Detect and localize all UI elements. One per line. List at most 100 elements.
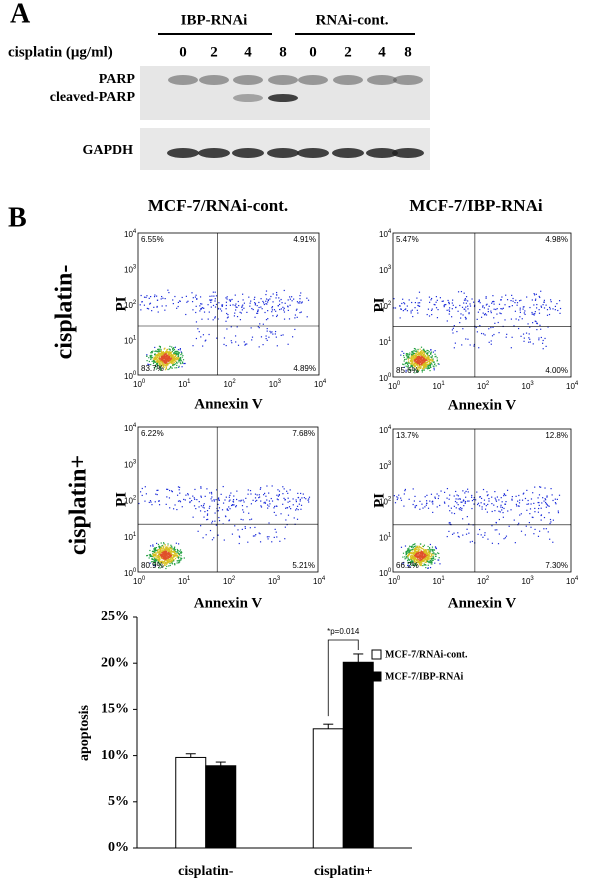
event-dot	[233, 504, 234, 505]
event-dot	[425, 559, 426, 560]
event-dot	[213, 499, 214, 500]
event-dot	[522, 309, 523, 310]
event-dot	[437, 552, 438, 553]
event-dot	[422, 356, 423, 357]
event-dot	[414, 558, 415, 559]
event-dot	[471, 298, 472, 299]
event-dot	[180, 357, 181, 358]
event-dot	[161, 353, 162, 354]
event-dot	[451, 508, 452, 509]
event-dot	[532, 492, 533, 493]
event-dot	[452, 302, 453, 303]
event-dot	[301, 497, 302, 498]
event-dot	[482, 506, 483, 507]
event-dot	[165, 555, 166, 556]
event-dot	[430, 354, 431, 355]
event-dot	[214, 512, 215, 513]
event-dot	[519, 502, 520, 503]
event-dot	[167, 559, 168, 560]
band	[297, 148, 329, 158]
event-dot	[241, 519, 242, 520]
event-dot	[290, 489, 291, 490]
event-dot	[173, 355, 174, 356]
panel-label: A	[10, 0, 31, 29]
dose-label: 8	[404, 44, 412, 60]
event-dot	[250, 493, 251, 494]
event-dot	[439, 563, 440, 564]
event-dot	[178, 353, 179, 354]
event-dot	[552, 308, 553, 309]
event-dot	[195, 508, 196, 509]
band	[332, 148, 364, 158]
event-dot	[456, 331, 457, 332]
event-dot	[268, 506, 269, 507]
event-dot	[212, 539, 213, 540]
event-dot	[154, 347, 155, 348]
event-dot	[486, 298, 487, 299]
event-dot	[168, 355, 169, 356]
event-dot	[486, 296, 487, 297]
event-dot	[455, 307, 456, 308]
event-dot	[431, 351, 432, 352]
event-dot	[528, 503, 529, 504]
event-dot	[539, 309, 540, 310]
event-dot	[549, 314, 550, 315]
event-dot	[529, 513, 530, 514]
event-dot	[494, 491, 495, 492]
event-dot	[541, 337, 542, 338]
event-dot	[283, 498, 284, 499]
event-dot	[229, 299, 230, 300]
event-dot	[539, 494, 540, 495]
event-dot	[431, 562, 432, 563]
event-dot	[465, 338, 466, 339]
event-dot	[438, 363, 439, 364]
event-dot	[491, 312, 492, 313]
event-dot	[463, 302, 464, 303]
event-dot	[484, 334, 485, 335]
event-dot	[511, 499, 512, 500]
event-dot	[235, 305, 236, 306]
event-dot	[181, 360, 182, 361]
event-dot	[275, 311, 276, 312]
event-dot	[212, 521, 213, 522]
event-dot	[437, 360, 438, 361]
event-dot	[284, 308, 285, 309]
event-dot	[498, 543, 499, 544]
event-dot	[492, 295, 493, 296]
event-dot	[447, 310, 448, 311]
event-dot	[501, 497, 502, 498]
event-dot	[464, 293, 465, 294]
event-dot	[144, 297, 145, 298]
event-dot	[296, 508, 297, 509]
event-dot	[419, 549, 420, 550]
event-dot	[532, 314, 533, 315]
event-dot	[497, 496, 498, 497]
event-dot	[482, 509, 483, 510]
event-dot	[489, 342, 490, 343]
event-dot	[189, 502, 190, 503]
event-dot	[429, 351, 430, 352]
event-dot	[543, 348, 544, 349]
event-dot	[269, 331, 270, 332]
tick-exp: 4	[388, 425, 392, 431]
event-dot	[515, 311, 516, 312]
event-dot	[167, 552, 168, 553]
dose-label: 4	[378, 44, 386, 60]
event-dot	[284, 488, 285, 489]
event-dot	[534, 313, 535, 314]
event-dot	[218, 517, 219, 518]
event-dot	[276, 337, 277, 338]
event-dot	[192, 345, 193, 346]
band	[333, 75, 363, 85]
event-dot	[158, 311, 159, 312]
event-dot	[428, 508, 429, 509]
event-dot	[417, 551, 418, 552]
event-dot	[424, 506, 425, 507]
event-dot	[486, 491, 487, 492]
event-dot	[238, 345, 239, 346]
event-dot	[438, 553, 439, 554]
event-dot	[421, 347, 422, 348]
event-dot	[150, 555, 151, 556]
event-dot	[224, 539, 225, 540]
event-dot	[523, 333, 524, 334]
